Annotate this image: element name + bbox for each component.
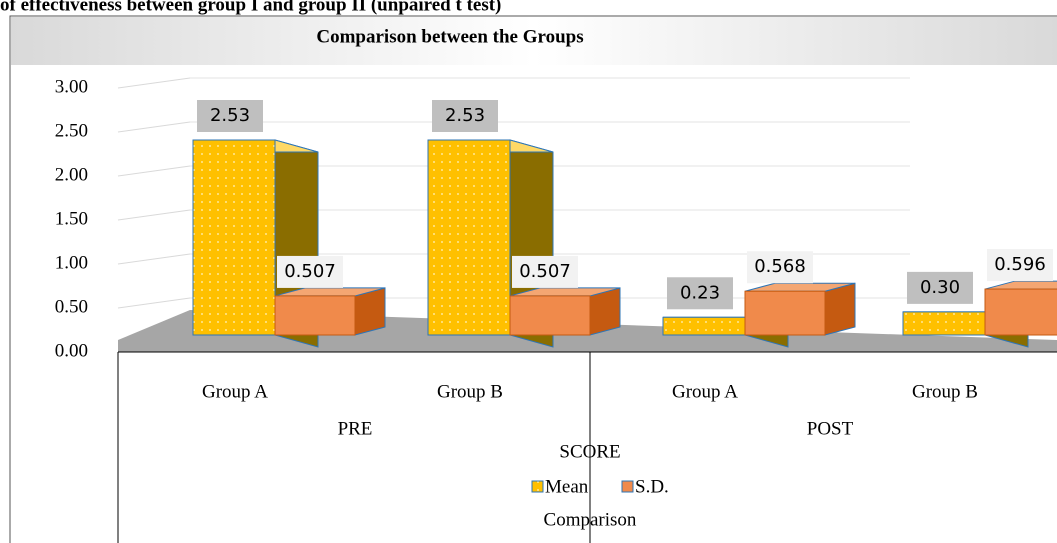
data-label: 0.507 bbox=[519, 261, 571, 282]
y-tick-label: 2.50 bbox=[55, 120, 88, 141]
data-label: 0.596 bbox=[994, 254, 1046, 275]
bar bbox=[192, 139, 276, 336]
legend-label: Mean bbox=[545, 476, 589, 497]
x-tick-label: Group B bbox=[437, 381, 503, 402]
data-label: 2.53 bbox=[445, 105, 485, 126]
title-band bbox=[11, 17, 1057, 65]
legend-swatch bbox=[621, 480, 634, 493]
data-label-box bbox=[907, 271, 973, 304]
data-label-box bbox=[512, 255, 578, 288]
data-label: 0.30 bbox=[920, 277, 960, 298]
grid-line bbox=[117, 165, 191, 177]
bar bbox=[744, 290, 826, 336]
data-label-box bbox=[277, 255, 343, 288]
data-label-box bbox=[432, 100, 498, 132]
x-tick-label: Group A bbox=[202, 381, 268, 402]
bar bbox=[274, 295, 356, 336]
grid-line bbox=[117, 77, 191, 89]
y-tick-label: 3.00 bbox=[55, 76, 88, 97]
data-label-box bbox=[667, 277, 733, 310]
chart-title: Comparison between the Groups bbox=[316, 26, 583, 47]
bar bbox=[662, 316, 746, 336]
y-tick-label: 1.00 bbox=[55, 252, 88, 273]
bar bbox=[427, 139, 511, 336]
grid-line bbox=[117, 209, 191, 221]
grid-line bbox=[117, 297, 191, 309]
data-label: 0.507 bbox=[284, 261, 336, 282]
bar-side bbox=[824, 282, 856, 336]
y-tick-label: 0.50 bbox=[55, 296, 88, 317]
legend-swatch bbox=[531, 480, 544, 493]
legend-label: S.D. bbox=[635, 476, 669, 497]
bar bbox=[902, 311, 986, 336]
grid-line bbox=[117, 121, 191, 133]
footer: Comparison bbox=[544, 509, 637, 530]
group-label: PRE bbox=[338, 418, 373, 439]
group-label: POST bbox=[807, 418, 854, 439]
data-label: 2.53 bbox=[210, 105, 250, 126]
x-axis-title: SCORE bbox=[559, 441, 620, 462]
x-tick-label: Group B bbox=[912, 381, 978, 402]
bar bbox=[984, 288, 1057, 336]
data-label-box bbox=[197, 100, 263, 132]
grid-line bbox=[117, 253, 191, 265]
y-tick-label: 2.00 bbox=[55, 164, 88, 185]
data-label-box bbox=[747, 251, 813, 284]
data-label: 0.568 bbox=[754, 256, 806, 277]
y-tick-label: 0.00 bbox=[55, 340, 88, 361]
page-title: of effectiveness between group I and gro… bbox=[0, 0, 501, 15]
bar bbox=[509, 295, 591, 336]
x-tick-label: Group A bbox=[672, 381, 738, 402]
y-tick-label: 1.50 bbox=[55, 208, 88, 229]
data-label-box bbox=[987, 249, 1053, 282]
data-label: 0.23 bbox=[680, 282, 720, 303]
